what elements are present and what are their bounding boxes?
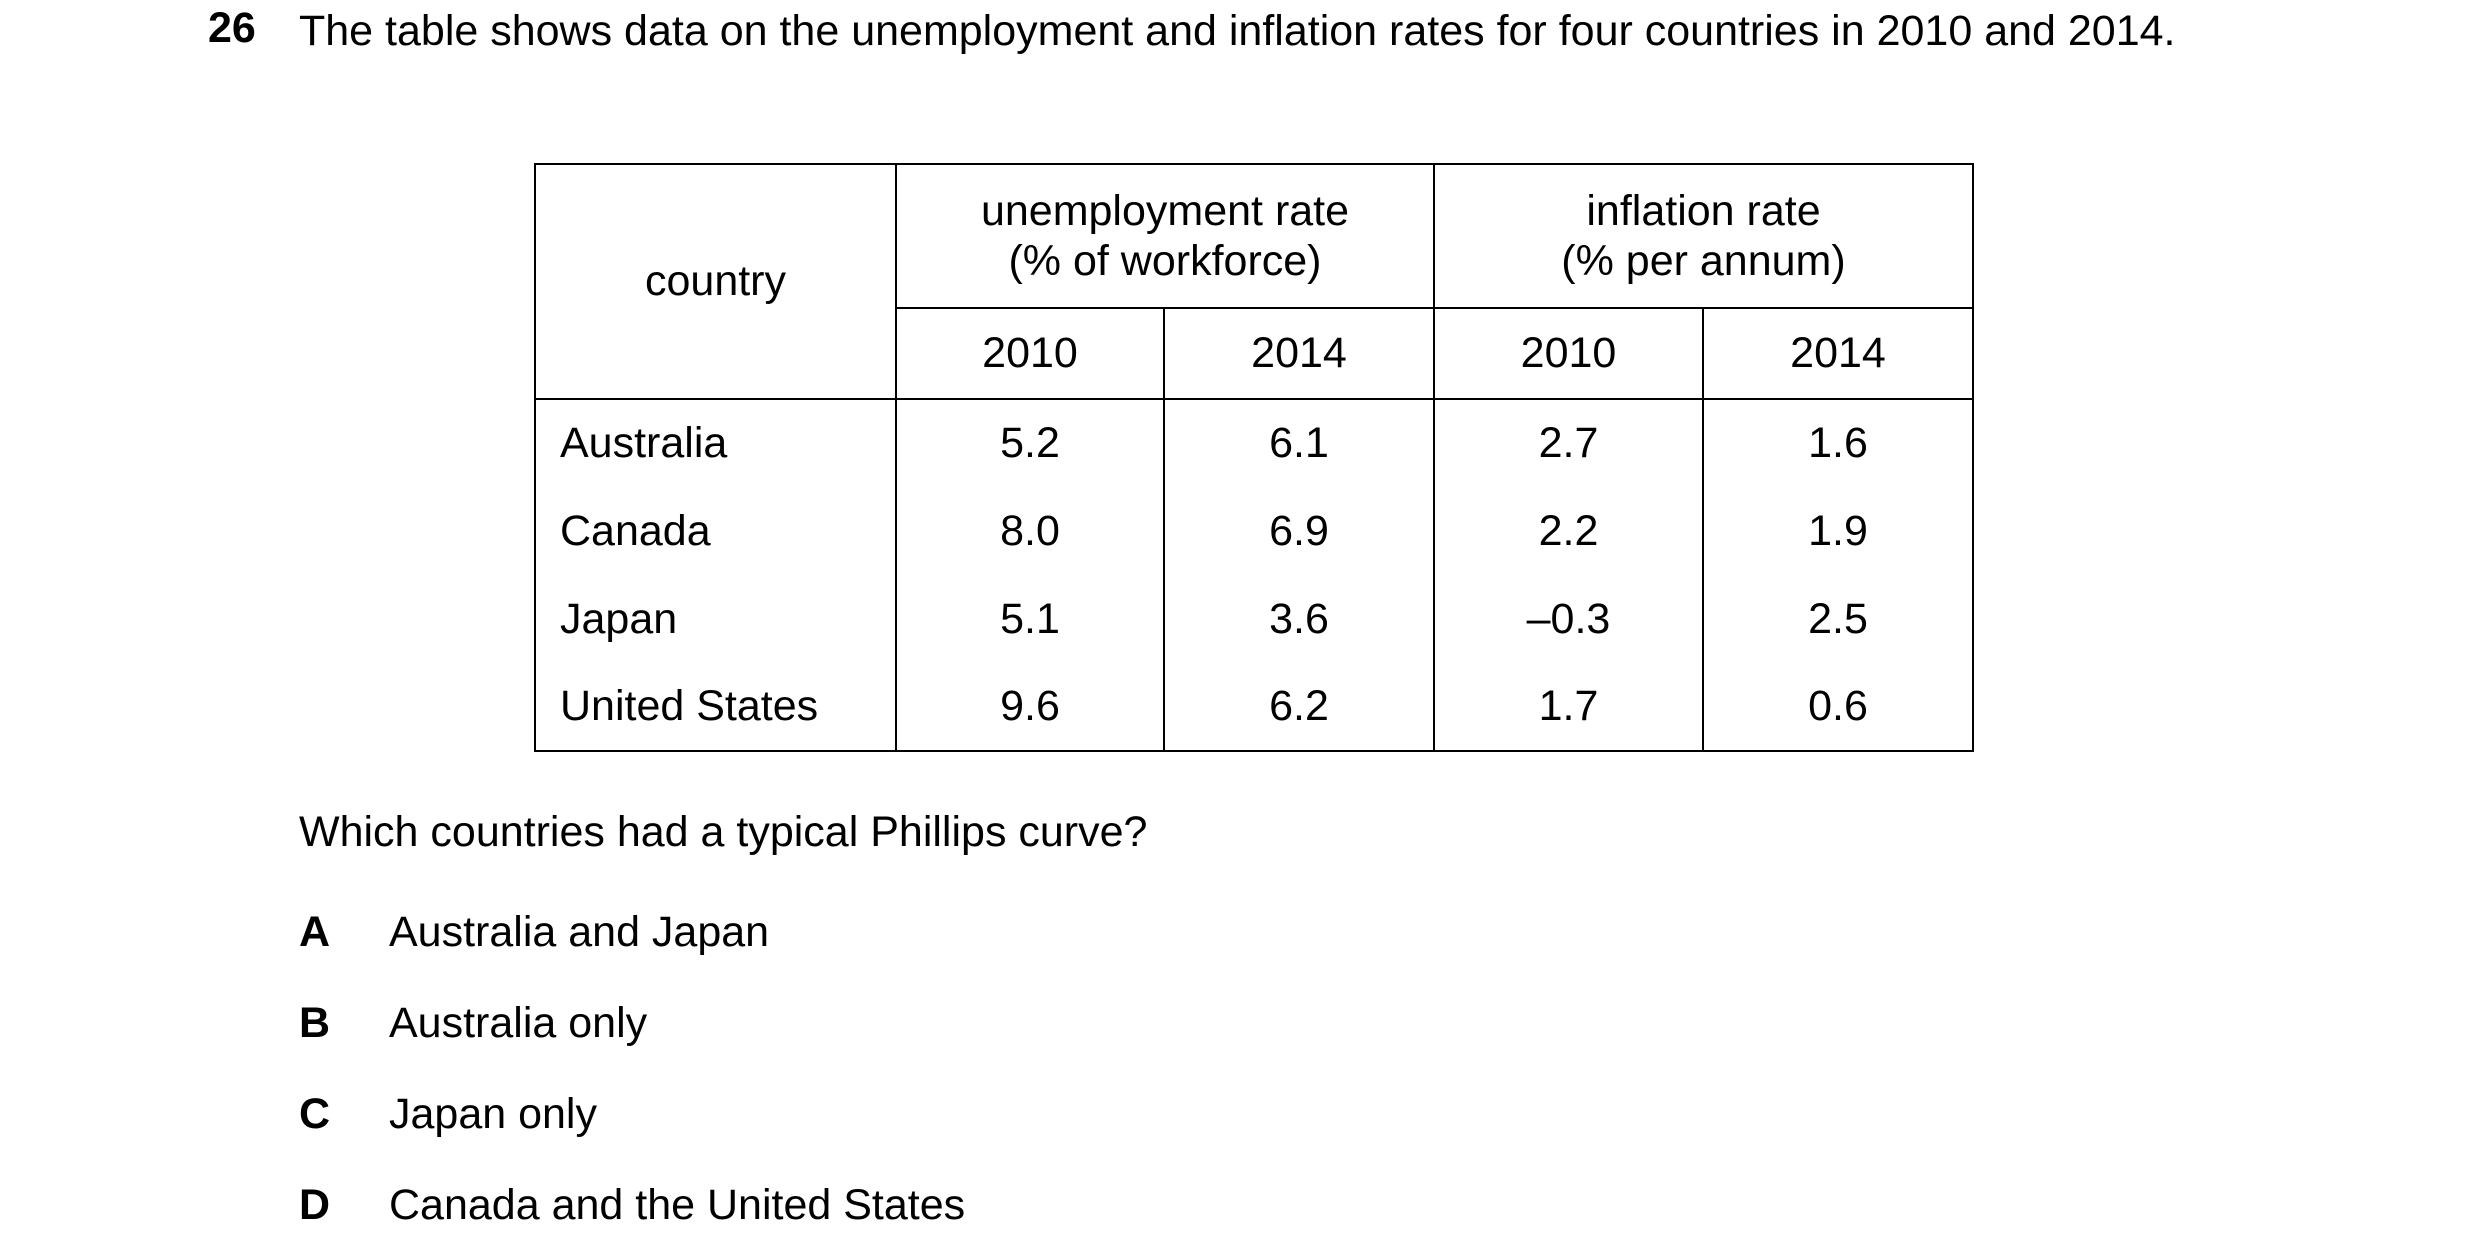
value-cell: –0.3: [1433, 575, 1704, 663]
value-cell: 6.1: [1163, 399, 1435, 487]
country-cell: Australia: [534, 399, 897, 487]
option-letter: A: [299, 908, 331, 956]
option-letter: B: [299, 999, 331, 1047]
group-unit: (% of workforce): [1008, 237, 1322, 285]
year-header: 2014: [1163, 308, 1435, 400]
header-row: country unemployment rate (% of workforce…: [534, 164, 1974, 400]
year-header: 2010: [1433, 308, 1704, 400]
country-header: country: [534, 164, 897, 400]
option-text: Japan only: [389, 1090, 597, 1138]
data-row: Canada 8.0 6.9 2.2 1.9: [534, 487, 1974, 575]
value-cell: 5.2: [895, 399, 1165, 487]
question-text: The table shows data on the unemployment…: [299, 7, 2176, 55]
value-cell: 2.5: [1702, 575, 1974, 663]
value-cell: 1.6: [1702, 399, 1974, 487]
value-cell: 0.6: [1702, 663, 1974, 751]
group-label: unemployment rate: [980, 187, 1350, 235]
option-text: Australia only: [389, 999, 648, 1047]
option-text: Australia and Japan: [389, 908, 770, 956]
option-letter: C: [299, 1090, 331, 1138]
group-header: unemployment rate (% of workforce): [895, 164, 1435, 309]
value-cell: 1.7: [1433, 663, 1704, 751]
value-cell: 6.9: [1163, 487, 1435, 575]
value-cell: 8.0: [895, 487, 1165, 575]
prompt: Which countries had a typical Phillips c…: [299, 808, 1148, 856]
value-cell: 6.2: [1163, 663, 1435, 751]
group-header: inflation rate (% per annum): [1433, 164, 1974, 309]
country-cell: Canada: [534, 487, 897, 575]
value-cell: 1.9: [1702, 487, 1974, 575]
value-cell: 9.6: [895, 663, 1165, 751]
value-cell: 2.7: [1433, 399, 1704, 487]
question-number: 26: [208, 4, 256, 52]
option-letter: D: [299, 1181, 331, 1229]
value-cell: 5.1: [895, 575, 1165, 663]
data-table: country unemployment rate (% of workforce…: [534, 163, 1974, 752]
option-text: Canada and the United States: [389, 1181, 966, 1229]
data-row: Australia 5.2 6.1 2.7 1.6: [534, 399, 1974, 487]
value-cell: 2.2: [1433, 487, 1704, 575]
country-cell: United States: [534, 663, 897, 751]
data-row: Japan 5.1 3.6 –0.3 2.5: [534, 575, 1974, 663]
group-label: inflation rate: [1586, 187, 1821, 235]
data-row: United States 9.6 6.2 1.7 0.6: [534, 663, 1974, 751]
value-cell: 3.6: [1163, 575, 1435, 663]
country-cell: Japan: [534, 575, 897, 663]
group-unit: (% per annum): [1561, 237, 1846, 285]
year-header: 2014: [1702, 308, 1974, 400]
year-header: 2010: [895, 308, 1165, 400]
year-row: 2010 2014 2010 2014: [535, 308, 1974, 400]
